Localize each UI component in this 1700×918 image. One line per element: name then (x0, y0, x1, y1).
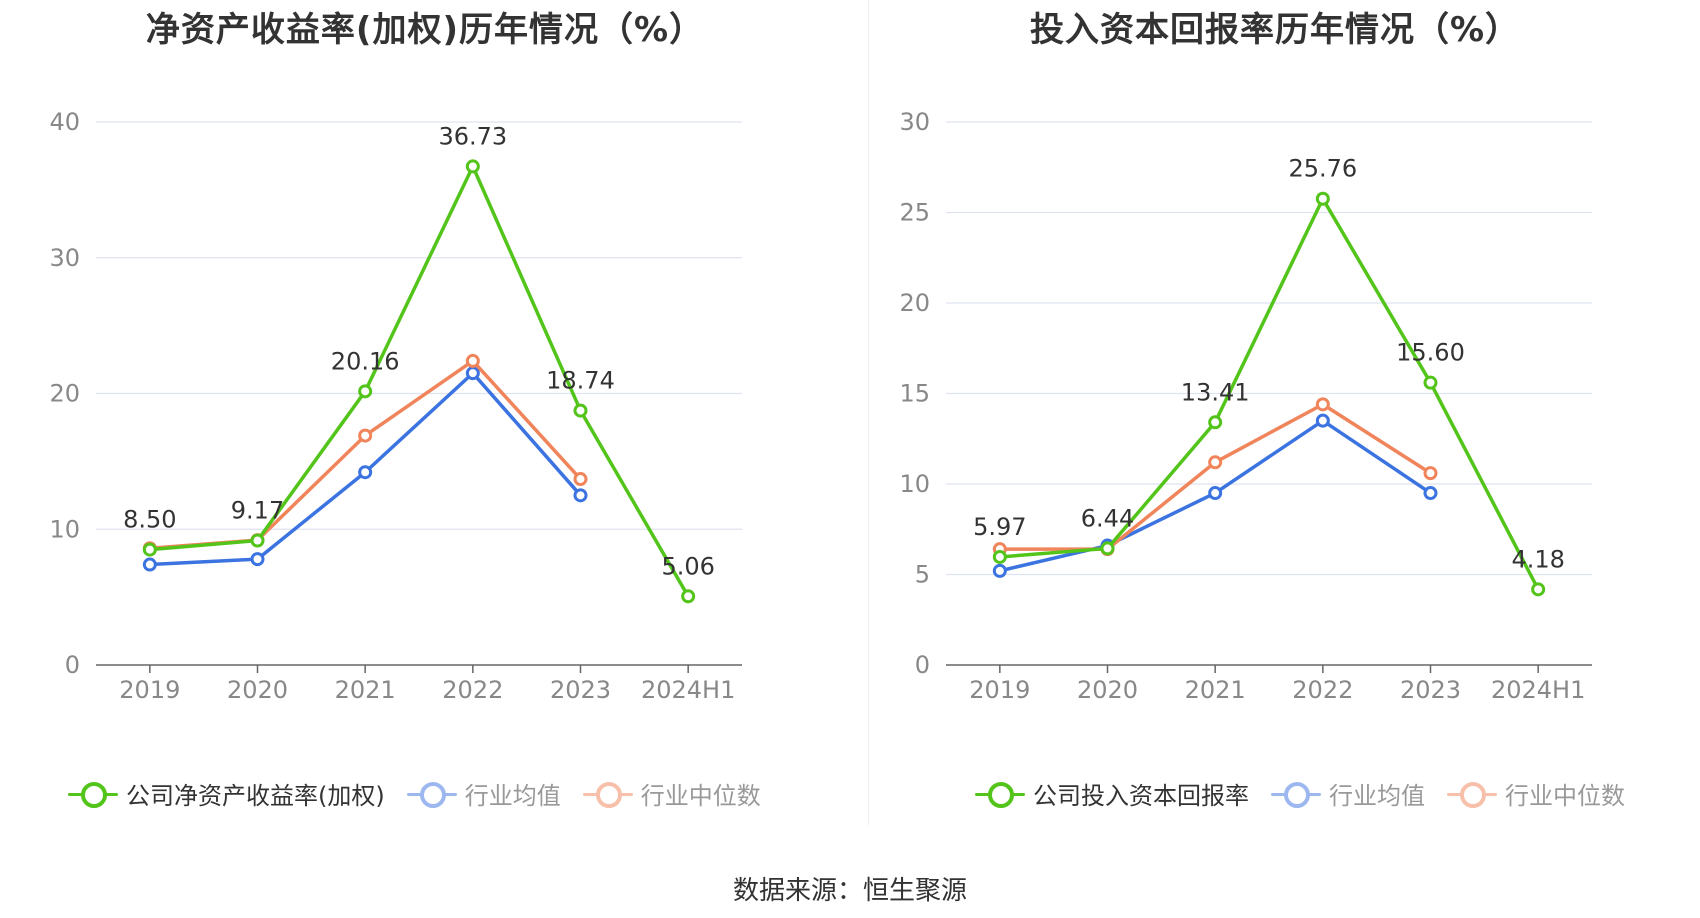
data-point (1208, 455, 1223, 470)
y-tick-label: 0 (65, 651, 80, 679)
y-tick-label: 10 (49, 515, 80, 543)
legend-line-icon (1271, 781, 1321, 808)
data-point (573, 488, 588, 503)
data-label: 6.44 (1081, 504, 1134, 532)
chart-roic: 投入资本回报率历年情况（%） 0 5 10 15 20 25 30 2019 2020 2021 2… (850, 0, 1700, 830)
data-point (1208, 415, 1223, 430)
legend-label: 公司净资产收益率(加权) (126, 782, 385, 810)
data-label: 18.74 (546, 367, 615, 395)
x-tick-label: 2020 (227, 676, 288, 704)
legend-line-icon (68, 781, 118, 808)
data-point (1423, 466, 1438, 481)
data-label: 20.16 (331, 347, 400, 375)
data-label: 9.17 (231, 497, 284, 525)
legend: 公司净资产收益率(加权) 行业均值 行业中位数 (68, 776, 761, 811)
legend-item-median[interactable]: 行业中位数 (1447, 776, 1625, 811)
data-point (250, 533, 265, 548)
legend-line-icon (406, 781, 457, 808)
data-point (573, 403, 588, 418)
data-point (1315, 191, 1330, 206)
data-point (465, 159, 480, 174)
x-tick-label: 2024H1 (1491, 676, 1585, 704)
data-point (1315, 397, 1330, 412)
x-tick-label: 2021 (335, 676, 396, 704)
x-tick-label: 2022 (1292, 676, 1353, 704)
data-point (142, 557, 157, 572)
y-tick-label: 10 (899, 470, 930, 498)
y-tick-label: 5 (915, 561, 930, 589)
data-label: 5.97 (973, 513, 1026, 541)
plot-area: 0 10 20 30 40 2019 2020 2021 2022 2023 2024H1 8.50 9… (49, 108, 742, 704)
legend-line-icon (1447, 781, 1497, 808)
data-source-note: 数据来源：恒生聚源 (732, 876, 967, 906)
x-tick-label: 2023 (1400, 676, 1461, 704)
x-tick-label: 2024H1 (641, 676, 735, 704)
data-point (465, 366, 480, 381)
series-line (149, 164, 690, 598)
data-point (992, 549, 1007, 564)
data-label: 5.06 (661, 552, 714, 580)
data-point (681, 589, 696, 604)
legend-item-average[interactable]: 行业均值 (406, 776, 561, 811)
y-tick-label: 20 (899, 289, 930, 317)
legend-item-company[interactable]: 公司净资产收益率(加权) (68, 776, 385, 811)
legend-label: 公司投入资本回报率 (1033, 782, 1249, 810)
plot-area: 0 5 10 15 20 25 30 2019 2020 2021 2022 2023 2024H1 5.… (899, 108, 1592, 704)
x-tick-label: 2019 (119, 676, 180, 704)
y-tick-label: 40 (49, 108, 80, 136)
x-tick-label: 2020 (1077, 676, 1138, 704)
data-point (1423, 486, 1438, 501)
data-label: 4.18 (1511, 545, 1564, 573)
data-point (358, 428, 373, 443)
panel-divider (868, 0, 869, 825)
data-point (465, 353, 480, 368)
data-point (1423, 375, 1438, 390)
x-tick-label: 2023 (550, 676, 611, 704)
legend-label: 行业中位数 (640, 782, 761, 810)
legend-item-median[interactable]: 行业中位数 (582, 776, 761, 811)
chart-roe: 净资产收益率(加权)历年情况（%） 0 10 20 30 40 2019 2020 2021 2… (0, 0, 850, 830)
data-label: 8.50 (123, 506, 176, 534)
y-tick-label: 20 (49, 380, 80, 408)
chart-title: 净资产收益率(加权)历年情况（%） (145, 10, 705, 50)
legend-line-icon (975, 781, 1025, 808)
data-label: 25.76 (1288, 155, 1357, 183)
legend: 公司投入资本回报率 行业均值 行业中位数 (975, 776, 1625, 811)
data-point (1100, 541, 1115, 556)
data-point (1208, 486, 1223, 501)
data-point (1315, 413, 1330, 428)
data-point (250, 552, 265, 567)
x-tick-label: 2021 (1185, 676, 1246, 704)
data-label: 13.41 (1181, 378, 1250, 406)
legend-label: 行业中位数 (1505, 782, 1625, 810)
y-tick-label: 30 (49, 244, 80, 272)
data-point (358, 384, 373, 399)
legend-item-average[interactable]: 行业均值 (1271, 776, 1425, 811)
series-line (999, 196, 1540, 591)
data-label: 15.60 (1396, 339, 1465, 367)
y-tick-label: 30 (899, 108, 930, 136)
y-tick-label: 25 (899, 199, 930, 227)
y-tick-label: 0 (915, 651, 930, 679)
data-point (573, 472, 588, 487)
legend-label: 行业均值 (464, 782, 561, 810)
legend-item-company[interactable]: 公司投入资本回报率 (975, 776, 1249, 811)
chart-title: 投入资本回报率历年情况（%） (1029, 10, 1521, 50)
legend-label: 行业均值 (1329, 782, 1425, 810)
legend-line-icon (582, 781, 633, 808)
data-label: 36.73 (438, 122, 507, 150)
data-point (358, 465, 373, 480)
x-tick-label: 2019 (969, 676, 1030, 704)
x-tick-label: 2022 (442, 676, 503, 704)
data-point (992, 563, 1007, 578)
data-point (1531, 582, 1546, 597)
y-tick-label: 15 (899, 380, 930, 408)
data-point (142, 542, 157, 557)
